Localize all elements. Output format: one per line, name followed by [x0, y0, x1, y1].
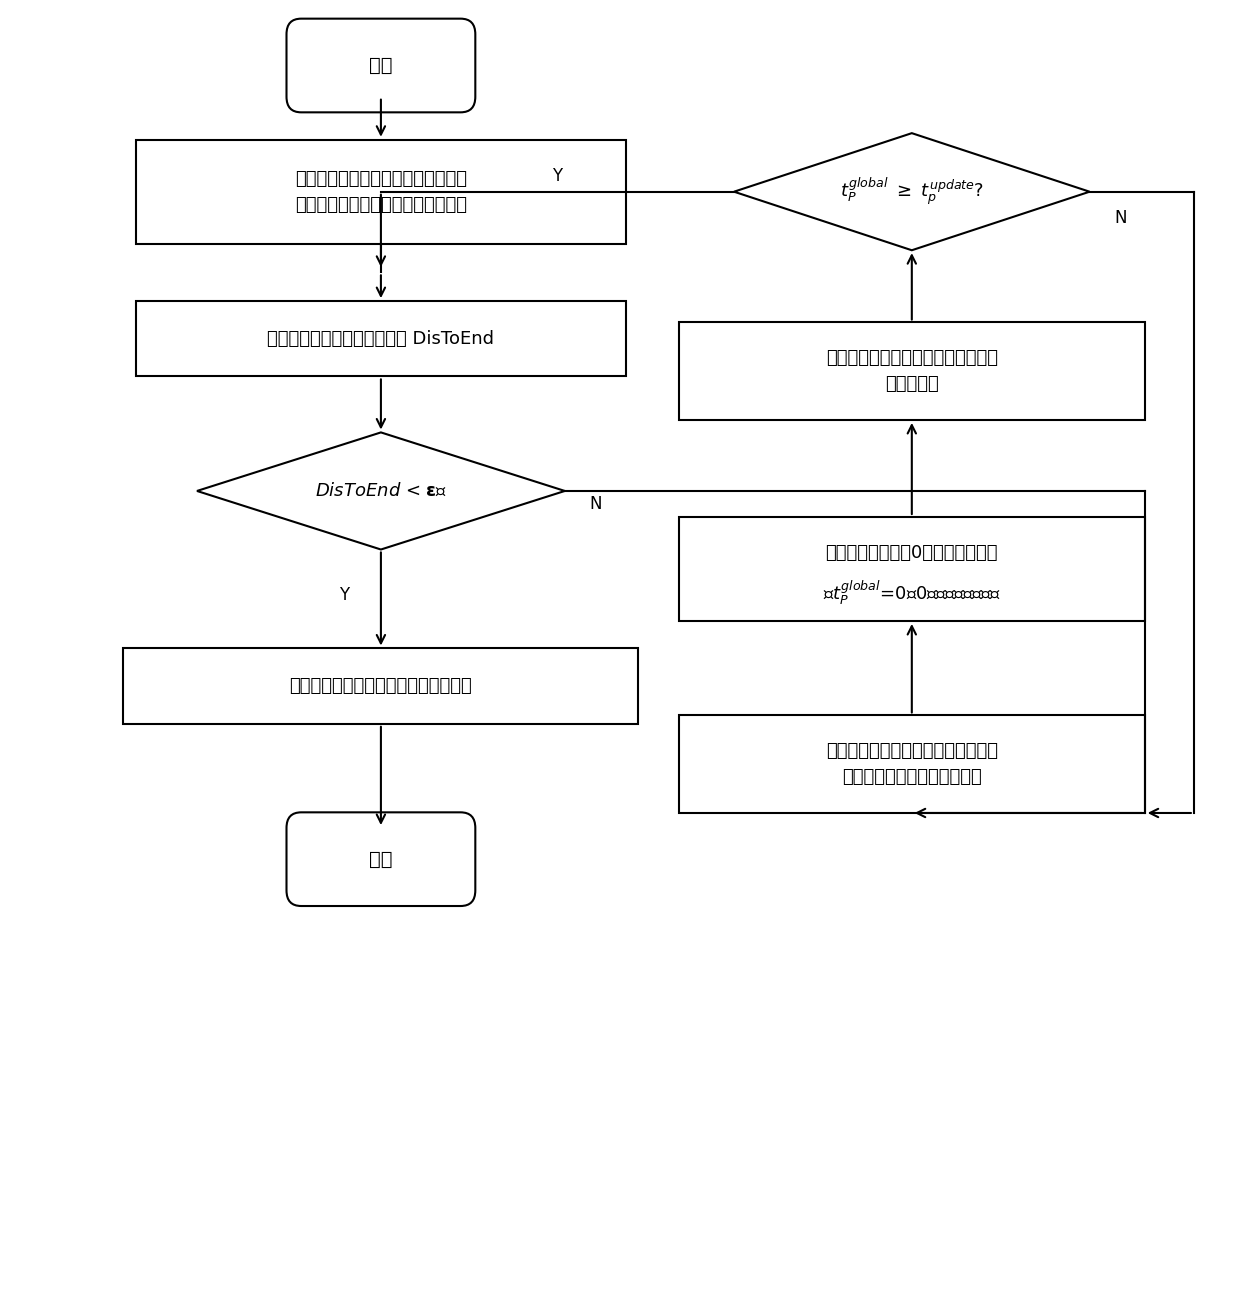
Bar — [135, 139, 626, 243]
Bar — [678, 517, 1145, 621]
Text: N: N — [589, 494, 601, 513]
Text: 各微粒机器人运行自组织协同跟踪控
制算法文件: 各微粒机器人运行自组织协同跟踪控 制算法文件 — [826, 348, 998, 393]
Text: 间$t_P^{global}$=0，0号计时器开始计时: 间$t_P^{global}$=0，0号计时器开始计时 — [823, 579, 1001, 606]
FancyBboxPatch shape — [286, 813, 475, 906]
Text: $\it{DisToEnd}$ < $\boldsymbol{\varepsilon}$？: $\it{DisToEnd}$ < $\boldsymbol{\varepsil… — [315, 483, 448, 500]
Text: 向群体广播已到达终点，程序终止命令: 向群体广播已到达终点，程序终止命令 — [289, 677, 472, 696]
Text: 结束: 结束 — [370, 849, 393, 869]
Text: Y: Y — [552, 167, 563, 185]
Text: 开始: 开始 — [370, 57, 393, 75]
Polygon shape — [734, 133, 1090, 250]
Text: N: N — [1114, 209, 1126, 226]
Bar — [135, 301, 626, 376]
Bar — [678, 322, 1145, 419]
Text: 预睾机器人计算与终点的距离 DisToEnd: 预睾机器人计算与终点的距离 DisToEnd — [268, 330, 495, 347]
Text: $\it{t}_P^{global}$ $\geq$ $\it{t}_p^{update}$?: $\it{t}_P^{global}$ $\geq$ $\it{t}_p^{up… — [839, 176, 983, 208]
Text: Y: Y — [339, 586, 350, 604]
Text: 设置预瞄机器人的0号计时器初始时: 设置预瞄机器人的0号计时器初始时 — [826, 544, 998, 563]
Bar — [124, 648, 639, 723]
Text: 预睾机器人在期望路径上选取预睾点
，并向群体广播预睾点的坐标: 预睾机器人在期望路径上选取预睾点 ，并向群体广播预睾点的坐标 — [826, 742, 998, 786]
FancyBboxPatch shape — [286, 18, 475, 112]
Bar — [678, 715, 1145, 813]
Text: 初始化各微粒机器人的位置及其它参
数，选取一个机器人作为预睾机器人: 初始化各微粒机器人的位置及其它参 数，选取一个机器人作为预睾机器人 — [295, 170, 467, 214]
Polygon shape — [197, 433, 565, 550]
